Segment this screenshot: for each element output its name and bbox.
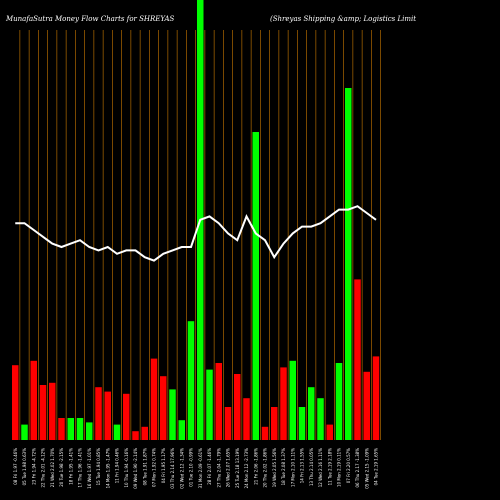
x-tick-label: 04 Fri 1.95 1.17% bbox=[161, 448, 166, 483]
x-tick-label: 24 Mon 2.12 -2.73% bbox=[244, 448, 249, 489]
x-tick-label: 31 Mon 2.09 -0.61% bbox=[198, 448, 203, 489]
money-flow-bar bbox=[326, 424, 333, 440]
x-tick-label: 10 Mon 2.19 0.11% bbox=[337, 448, 342, 487]
money-flow-bar bbox=[224, 407, 232, 440]
money-flow-bar bbox=[298, 407, 306, 440]
x-tick-label: 06 Thu 2.17 -1.38% bbox=[355, 448, 360, 488]
money-flow-bar bbox=[178, 420, 185, 440]
x-tick-label: 05 Tue 1.98 0.63% bbox=[22, 448, 27, 486]
money-flow-bar bbox=[123, 393, 130, 440]
price-line bbox=[15, 205, 377, 262]
chart-title: MunafaSutra Money Flow Charts for SHREYA… bbox=[5, 15, 175, 23]
money-flow-bar bbox=[372, 356, 380, 440]
money-flow-bar bbox=[58, 418, 65, 440]
money-flow-bar bbox=[261, 426, 269, 440]
money-flow-bar bbox=[308, 387, 315, 440]
x-tick-label: 14 Mon 1.95 -1.47% bbox=[105, 448, 110, 489]
x-tick-label: 11 Tue 2.19 2.18% bbox=[327, 448, 332, 486]
money-flow-bar bbox=[160, 376, 167, 440]
x-tick-label: 08 Tue 1.91 1.87% bbox=[142, 448, 147, 486]
money-flow-bar bbox=[215, 363, 222, 440]
x-tick-label: 07 Mon 1.92 0.74% bbox=[152, 448, 157, 487]
x-tick-label: 15 Tue 1.94 0.85% bbox=[96, 448, 101, 486]
x-tick-label: 20 Tue 1.98 -2.15% bbox=[59, 448, 64, 487]
money-flow-bar bbox=[317, 398, 324, 440]
money-flow-bar bbox=[39, 385, 47, 440]
x-tick-label: 10 Thu 1.94 -0.16% bbox=[124, 448, 129, 488]
x-tick-label: 13 Thu 2.14 0.05% bbox=[309, 448, 314, 486]
money-flow-bar bbox=[95, 387, 102, 440]
x-tick-label: 11 Fri 1.94 0.46% bbox=[115, 448, 120, 483]
money-flow-bar bbox=[252, 132, 259, 440]
money-flow-bar bbox=[30, 360, 37, 440]
chart-subtitle: (Shreyas Shipping &amp; Logistics Limit bbox=[270, 15, 416, 23]
x-tick-label: 26 Wed 2.07 1.65% bbox=[226, 448, 231, 487]
money-flow-bar bbox=[141, 426, 148, 440]
money-flow-bar bbox=[113, 424, 121, 440]
money-flow-bar bbox=[271, 407, 278, 440]
money-flow-bar bbox=[150, 358, 158, 440]
x-tick-label: 21 Fri 2.06 -1.86% bbox=[253, 448, 258, 485]
money-flow-bar bbox=[280, 367, 287, 440]
money-flow-bar bbox=[104, 391, 111, 440]
x-tick-label: 19 Wed 2.05 1.56% bbox=[272, 448, 277, 487]
money-flow-bar bbox=[354, 279, 361, 440]
x-tick-label: 27 Thu 2.04 -1.79% bbox=[216, 448, 221, 488]
money-flow-bar bbox=[187, 321, 195, 440]
x-tick-label: 21 Wed 2.02 1.70% bbox=[50, 448, 55, 487]
x-tick-label: 20 Thu 2.02 -1.86% bbox=[263, 448, 268, 488]
money-flow-bar bbox=[243, 398, 250, 440]
x-tick-label: 25 Tue 2.18 13.19% bbox=[235, 448, 240, 488]
x-tick-label: 18 Tue 2.08 1.37% bbox=[281, 448, 286, 486]
x-tick-label: 09 Wed 1.90 -2.14% bbox=[133, 448, 138, 489]
money-flow-bar bbox=[289, 360, 296, 440]
x-tick-label: 23 Fri 1.94 -4.72% bbox=[31, 448, 36, 485]
x-tick-label: 05 Wed 2.15 -1.09% bbox=[364, 448, 369, 489]
money-flow-bar bbox=[12, 365, 19, 440]
money-flow-bar bbox=[169, 389, 176, 440]
x-tick-label: 14 Fri 2.13 1.55% bbox=[300, 448, 305, 483]
x-tick-label: 02 Wed 2.12 -1.34% bbox=[179, 448, 184, 489]
x-tick-label: 04 Tue 2.19 1.65% bbox=[374, 448, 379, 486]
x-tick-label: 12 Wed 2.16 1.11% bbox=[318, 448, 323, 487]
x-tick-labels: 08 Fri 1.97 -0.46% 05 Tue 1.98 0.63% 23 Fr… bbox=[13, 448, 379, 489]
x-tick-label: 16 Wed 1.97 -1.01% bbox=[87, 448, 92, 489]
money-flow-bar bbox=[345, 88, 352, 440]
money-flow-bar bbox=[67, 418, 74, 440]
money-flow-bar bbox=[206, 369, 213, 440]
money-flow-bar bbox=[132, 431, 139, 440]
x-tick-label: 01 Tue 2.10 -0.99% bbox=[189, 448, 194, 487]
money-flow-bar bbox=[86, 422, 93, 440]
x-tick-label: 17 Thu 1.96 -1.41% bbox=[78, 448, 83, 488]
x-tick-label: 08 Fri 1.97 -0.46% bbox=[13, 448, 18, 485]
x-tick-label: 22 Thu 2.01 -4.12% bbox=[41, 448, 46, 488]
x-tick-label: 03 Thu 2.14 17.96% bbox=[170, 448, 175, 489]
x-tick-label: 07 Fri 2.20 0.57% bbox=[346, 448, 351, 483]
x-tick-label: 18 Fri 1.95 -1.41% bbox=[68, 448, 73, 485]
money-flow-bar bbox=[363, 371, 370, 440]
vertical-gridlines bbox=[19, 30, 381, 440]
money-flow-bar bbox=[234, 374, 241, 440]
money-flow-bar bbox=[76, 418, 84, 440]
x-tick-label: 17 Mon 2.10 1.11% bbox=[290, 448, 295, 487]
money-flow-bar bbox=[21, 424, 28, 440]
x-tick-label: 28 Fri 2.07 -1.46% bbox=[207, 448, 212, 485]
money-flow-bar bbox=[335, 363, 343, 440]
money-flow-bar bbox=[49, 382, 56, 440]
